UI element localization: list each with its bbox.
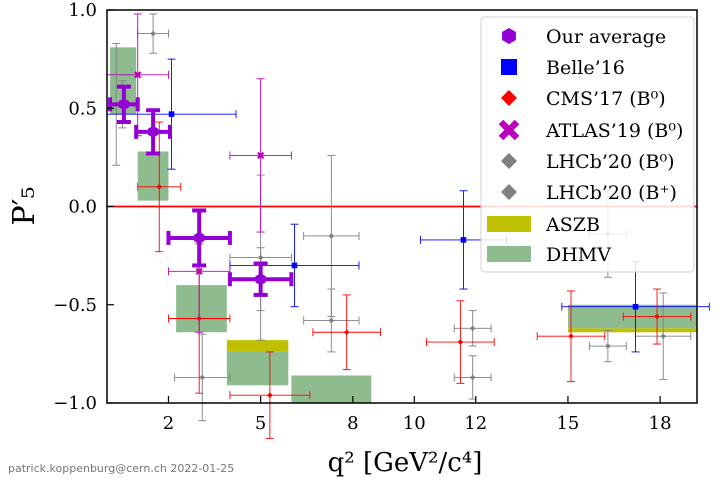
data-point — [469, 325, 476, 332]
y-tick-label: 1.0 — [68, 0, 97, 21]
theory-bands — [110, 47, 697, 403]
y-tick-label: 0.0 — [68, 197, 97, 218]
legend-box — [480, 16, 695, 273]
legend-label: LHCb’20 (B⁺) — [546, 182, 677, 204]
legend-label: CMS’17 (B⁰) — [546, 88, 666, 110]
data-point — [660, 333, 666, 339]
x-tick-label: 5 — [255, 413, 266, 434]
legend-label: ASZB — [545, 214, 600, 236]
legend-label: Our average — [546, 26, 666, 48]
data-point — [156, 184, 163, 190]
legend-swatch — [487, 216, 531, 232]
data-point — [255, 273, 266, 286]
data-point — [654, 313, 660, 320]
data-point — [469, 374, 476, 381]
data-point — [134, 71, 142, 79]
x-tick-label: 18 — [649, 413, 672, 434]
data-point — [147, 125, 159, 138]
data-point — [291, 262, 298, 269]
x-tick-label: 8 — [347, 413, 358, 434]
legend-marker — [501, 153, 517, 169]
data-point — [168, 111, 175, 117]
x-axis-title: q² [GeV²/c⁴] — [328, 448, 483, 478]
data-point — [195, 267, 203, 275]
data-point — [267, 392, 273, 398]
data-point — [605, 343, 611, 349]
legend-label: DHMV — [546, 244, 611, 266]
legend-marker — [498, 119, 520, 141]
theory-band-box — [226, 351, 289, 386]
author-footer: patrick.koppenburg@cern.ch 2022-01-25 — [8, 462, 234, 475]
data-point — [328, 317, 335, 324]
legend-marker — [502, 28, 516, 44]
data-point — [199, 374, 206, 381]
theory-band-box — [137, 151, 169, 201]
x-tick-label: 10 — [403, 413, 426, 434]
data-points — [106, 13, 710, 439]
y-tick-label: −1.0 — [53, 393, 97, 414]
data-point — [632, 303, 639, 310]
legend-marker — [501, 90, 517, 106]
legend-label: ATLAS’19 (B⁰) — [545, 120, 683, 142]
legend-label: LHCb’20 (B⁰) — [546, 151, 675, 173]
x-tick-label: 12 — [464, 413, 487, 434]
data-point — [194, 231, 205, 244]
x-tick-label: 15 — [556, 413, 579, 434]
y-tick-label: 0.5 — [68, 98, 97, 119]
data-point — [460, 237, 467, 243]
legend: Our average Belle’16 CMS’17 (B⁰) ATLAS’19 (… — [480, 16, 695, 273]
theory-band-box — [176, 285, 227, 333]
data-point — [150, 30, 156, 37]
legend-label: Belle’16 — [546, 57, 625, 79]
legend-marker — [501, 184, 517, 200]
legend-marker — [501, 59, 517, 75]
data-point — [257, 151, 265, 160]
data-point — [343, 329, 350, 336]
x-tick-label: 2 — [163, 413, 174, 434]
y-tick-label: −0.5 — [53, 295, 97, 316]
data-point — [118, 98, 130, 111]
y-axis-title: P′₅ — [7, 186, 42, 225]
legend-swatch — [487, 246, 531, 262]
theory-band-box — [567, 328, 697, 333]
data-point — [568, 333, 574, 339]
theory-band-box — [291, 375, 372, 403]
theory-band-box — [226, 340, 289, 352]
data-point — [328, 233, 335, 239]
axis-ticks: 2 5 8 10 12 15 18 −1.0 −0.5 0.0 0.5 1.0 — [53, 0, 671, 434]
data-point — [457, 339, 464, 345]
